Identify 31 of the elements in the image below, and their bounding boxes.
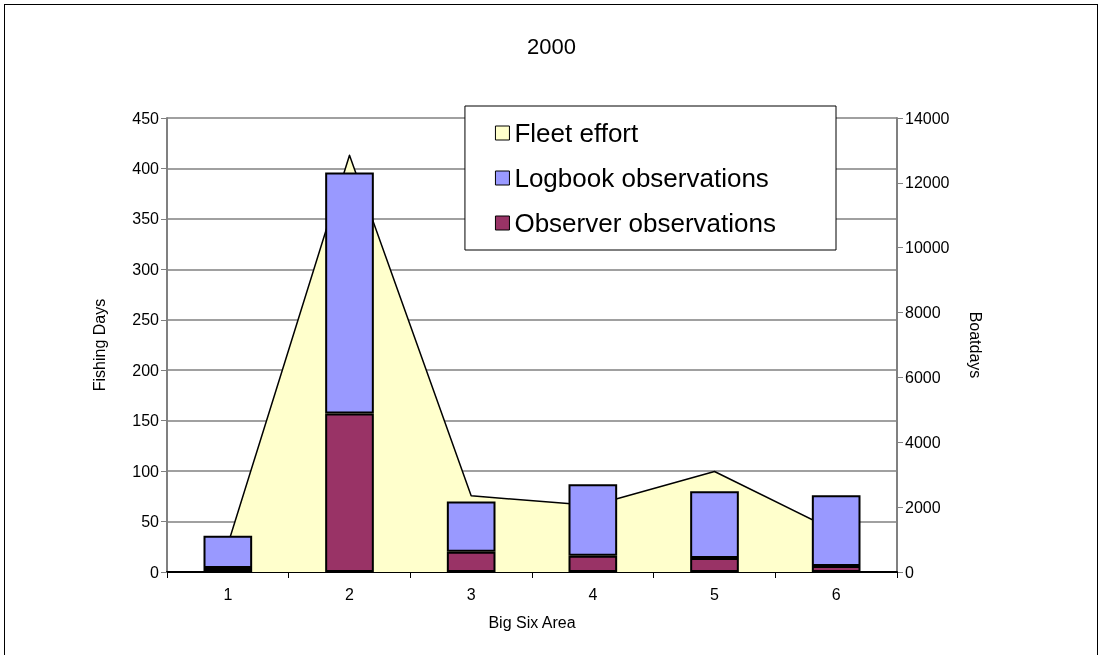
x-tick-label: 2 (345, 585, 355, 603)
y-tick-label: 0 (150, 563, 160, 581)
y-tick-label: 50 (141, 513, 160, 531)
x-axis-title: Big Six Area (488, 613, 576, 631)
legend-label: Fleet effort (514, 118, 640, 148)
y2-tick-label: 4000 (905, 433, 941, 451)
y2-tick-label: 6000 (905, 368, 941, 386)
legend-label: Observer observations (514, 208, 776, 238)
y-tick-label: 250 (132, 311, 160, 329)
x-tick-label: 3 (466, 585, 476, 603)
y2-tick-label: 0 (905, 563, 914, 581)
y-tick-label: 200 (132, 361, 160, 379)
x-tick-label: 4 (588, 585, 598, 603)
chart-title: 2000 (527, 33, 576, 59)
y2-tick-label: 10000 (905, 239, 950, 257)
y-tick-label: 300 (132, 260, 160, 278)
y-tick-label: 450 (132, 109, 160, 127)
x-tick-label: 1 (223, 585, 233, 603)
y-tick-label: 100 (132, 462, 160, 480)
y-tick-label: 400 (132, 159, 160, 177)
x-tick-label: 5 (710, 585, 720, 603)
y2-tick-label: 8000 (905, 304, 941, 322)
y-tick-label: 150 (132, 412, 160, 430)
y2-tick-label: 2000 (905, 498, 941, 516)
y2-tick-label: 14000 (905, 109, 950, 127)
y-axis-title: Fishing Days (90, 298, 108, 392)
legend-label: Logbook observations (514, 163, 769, 193)
y-tick-label: 350 (132, 210, 160, 228)
y2-tick-label: 12000 (905, 174, 950, 192)
y2-axis-title: Boatdays (966, 311, 984, 379)
x-tick-label: 6 (831, 585, 841, 603)
